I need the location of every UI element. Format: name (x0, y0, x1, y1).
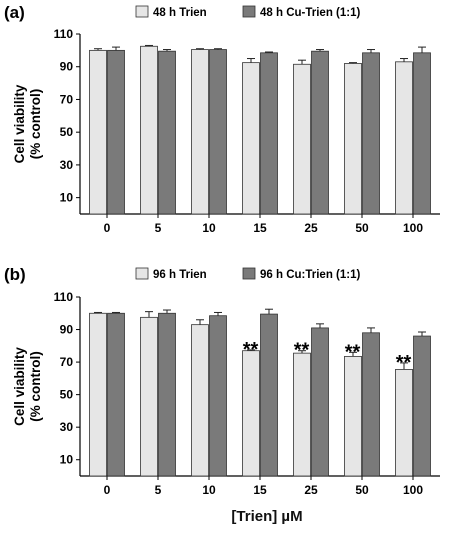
panel-b-bar-2-50 (362, 332, 380, 477)
panel-b-y-axis-title-line-2: (% control) (28, 351, 43, 422)
panel-b-x-tick-label: 0 (104, 483, 111, 497)
panel-a-x-tick-label: 5 (155, 221, 162, 235)
panel-b-legend-label-1: 96 h Trien (153, 269, 207, 281)
panel-b-y-tick-label: 50 (60, 388, 74, 402)
panel-a-bar-2-15 (260, 52, 278, 215)
panel-a-y-tick-label: 70 (60, 92, 74, 106)
panel-a-y-tick-label: 50 (60, 125, 74, 139)
panel-a-x-tick-label: 50 (355, 221, 369, 235)
panel-a-bar-1-5 (140, 45, 158, 215)
panel-a-x-tick-label: 25 (304, 221, 318, 235)
panel-b-bar-2-15 (260, 313, 278, 477)
panel-a-bar-1-50 (344, 63, 362, 215)
panel-b-y-tick-label: 90 (60, 323, 74, 337)
panel-b-bar-2-25 (311, 327, 329, 477)
panel-b-bar-1-10 (191, 324, 209, 477)
panel-b-significance-marker-100: ** (396, 352, 412, 374)
panel-b-bar-1-5 (140, 316, 158, 477)
panel-a-y-tick-label: 10 (60, 191, 74, 205)
panel-b-x-tick-label: 5 (155, 483, 162, 497)
panel-a-bar-1-25 (293, 63, 311, 215)
panel-b-x-tick-label: 15 (253, 483, 267, 497)
panel-b-bar-2-0 (107, 312, 125, 477)
panel-a-y-axis-title-line-2: (% control) (28, 89, 43, 160)
panel-a-x-tick-label: 10 (202, 221, 216, 235)
panel-a-y-tick-label: 110 (54, 27, 74, 41)
panel-b-bar-2-100 (413, 335, 431, 477)
panel-b-bar-1-0 (89, 312, 107, 477)
panel-a-label: (a) (4, 3, 25, 22)
panel-a-legend-swatch-2 (242, 5, 256, 18)
panel-a-y-axis-title-line-1: Cell viability (12, 84, 27, 163)
panel-b-bar-1-50 (344, 355, 362, 477)
panel-a-legend-swatch-1 (135, 5, 149, 18)
panel-a-bar-2-5 (158, 50, 176, 215)
panel-a-bar-1-10 (191, 49, 209, 215)
panel-a-legend-label-2: 48 h Cu-Trien (1:1) (260, 7, 360, 19)
panel-a-bar-1-100 (395, 61, 413, 215)
x-axis-label: [Trien] µM (231, 508, 303, 525)
panel-b-x-tick-label: 25 (304, 483, 318, 497)
panel-b-legend-swatch-2 (242, 267, 256, 280)
panel-b-bar-1-15 (242, 350, 260, 477)
panel-a-x-tick-label: 100 (403, 221, 423, 235)
panel-b-label: (b) (4, 265, 26, 284)
panel-a-bar-2-0 (107, 49, 125, 215)
panel-b-y-tick-label: 10 (60, 453, 74, 467)
panel-a-bar-2-100 (413, 52, 431, 215)
panel-a-y-tick-label: 30 (60, 158, 74, 172)
panel-b-y-tick-label: 110 (54, 290, 74, 304)
panel-b-y-tick-label: 30 (60, 420, 74, 434)
panel-a-bar-1-15 (242, 62, 260, 215)
panel-b-x-tick-label: 10 (202, 483, 216, 497)
panel-a-bar-2-50 (362, 52, 380, 215)
panel-a-bar-1-0 (89, 49, 107, 215)
panel-a-x-tick-label: 15 (253, 221, 267, 235)
panel-a-y-tick-label: 90 (60, 60, 74, 74)
panel-b-significance-marker-25: ** (294, 340, 310, 362)
panel-a-legend-label-1: 48 h Trien (153, 7, 207, 19)
panel-b-bar-2-10 (209, 315, 227, 477)
panel-b-bar-1-25 (293, 352, 311, 477)
panel-b-x-tick-label: 100 (403, 483, 423, 497)
panel-b-y-tick-label: 70 (60, 355, 74, 369)
panel-b-bar-1-100 (395, 369, 413, 477)
panel-a-bar-2-10 (209, 49, 227, 215)
panel-a-bar-2-25 (311, 50, 329, 215)
panel-b-significance-marker-50: ** (345, 341, 361, 363)
panel-b-legend-swatch-1 (135, 267, 149, 280)
panel-b-legend-label-2: 96 h Cu:Trien (1:1) (260, 269, 360, 281)
panel-b-significance-marker-15: ** (243, 339, 259, 361)
panel-b-bar-2-5 (158, 312, 176, 477)
panel-a-x-tick-label: 0 (104, 221, 111, 235)
panel-b-x-tick-label: 50 (355, 483, 369, 497)
panel-b-y-axis-title-line-1: Cell viability (12, 347, 27, 426)
